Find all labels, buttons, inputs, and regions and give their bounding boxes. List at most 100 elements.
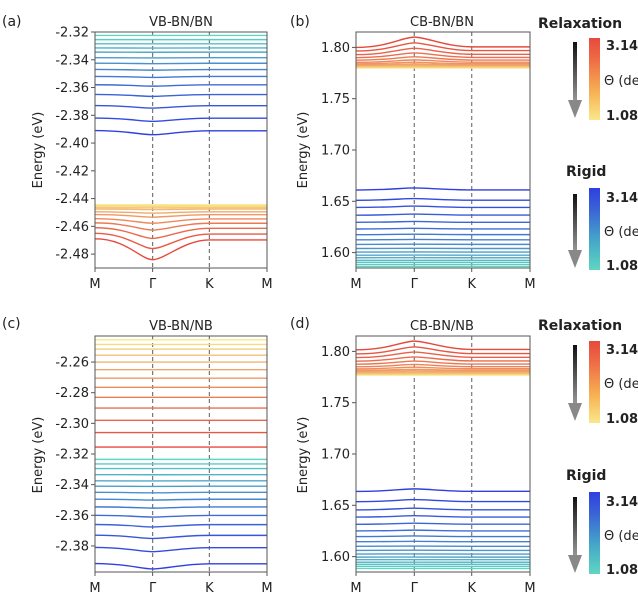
panel-c: (c) VB-BN/NB Energy (eV) -2.26 -2.28 -2.30… <box>2 316 273 596</box>
colorbar-rigid-top: Rigid 3.14 Θ (deg) 1.08 <box>566 164 638 274</box>
y-tick-label: -2.28 <box>55 386 89 401</box>
y-ticks: 1.80 1.75 1.70 1.65 1.60 <box>321 41 356 261</box>
panel-b: (b) CB-BN/BN Energy (eV) 1.80 1.75 1.70 1.6… <box>290 14 536 292</box>
x-tick-label: Γ <box>411 581 419 596</box>
panel-title: VB-BN/BN <box>149 15 213 30</box>
colorbar-relaxation-top: Relaxation 3.14 Θ (deg) 1.08 <box>538 16 638 124</box>
band-line <box>355 187 530 191</box>
x-tick-label: M <box>350 277 361 292</box>
down-arrow-icon <box>568 555 582 573</box>
colorbar-max: 3.14 <box>606 343 638 358</box>
band-line <box>94 84 267 87</box>
band-line <box>94 93 267 98</box>
colorbar-title: Rigid <box>566 468 606 484</box>
band-line <box>94 238 267 261</box>
panel-title: CB-BN/BN <box>410 15 474 30</box>
colorbar-min: 1.08 <box>606 412 638 427</box>
band-line <box>355 363 530 368</box>
y-tick-label: -2.30 <box>55 417 89 432</box>
panel-a: (a) VB-BN/BN Energy (eV) -2.32 -2.34 -2.36… <box>2 14 273 292</box>
band-line <box>355 227 530 230</box>
colorbar-gradient <box>589 38 600 120</box>
x-tick-label: K <box>205 277 214 292</box>
y-ticks: -2.32 -2.34 -2.36 -2.38 -2.40 -2.42 -2.44 -2.46… <box>55 26 95 263</box>
band-line <box>94 75 267 79</box>
band-line <box>94 562 267 570</box>
down-arrow-icon <box>568 403 582 421</box>
band-line <box>355 507 530 511</box>
down-arrow-icon <box>568 250 582 268</box>
y-tick-label: 1.80 <box>321 41 350 56</box>
colorbar-gradient <box>589 341 600 423</box>
y-tick-label: 1.70 <box>321 144 350 159</box>
colorbar-variable: Θ (deg) <box>604 529 638 544</box>
arrow-shaft <box>573 497 577 557</box>
colorbar-title: Relaxation <box>538 318 622 334</box>
y-ticks: 1.80 1.75 1.70 1.65 1.60 <box>321 345 356 565</box>
colorbar-min: 1.08 <box>606 259 638 274</box>
colorbar-relaxation-bottom: Relaxation 3.14 Θ (deg) 1.08 <box>538 318 638 427</box>
band-line <box>94 68 267 71</box>
y-tick-label: -2.32 <box>55 26 89 41</box>
band-line <box>355 522 530 525</box>
x-tick-label: M <box>89 581 100 596</box>
arrow-shaft <box>573 345 577 405</box>
plot-frame <box>94 31 268 269</box>
band-line <box>355 220 530 224</box>
band-line <box>355 346 530 355</box>
band-line <box>94 104 267 109</box>
colorbar-min: 1.08 <box>606 563 638 578</box>
band-line <box>355 42 530 52</box>
band-line <box>94 222 267 231</box>
band-line <box>94 491 267 494</box>
x-tick-label: M <box>350 581 361 596</box>
panel-label: (d) <box>290 316 310 332</box>
y-tick-label: -2.38 <box>55 539 89 554</box>
x-tick-label: M <box>261 277 272 292</box>
band-line <box>355 366 530 370</box>
y-tick-label: -2.36 <box>55 81 89 96</box>
y-tick-label: -2.40 <box>55 137 89 152</box>
band-line <box>355 351 530 359</box>
x-tick-label: M <box>524 277 535 292</box>
band-line <box>94 227 267 240</box>
y-tick-label: 1.60 <box>321 246 350 261</box>
y-tick-label: -2.34 <box>55 478 89 493</box>
y-tick-label: -2.34 <box>55 53 89 68</box>
colorbar-variable: Θ (deg) <box>604 377 638 392</box>
band-line <box>355 529 530 532</box>
band-line <box>355 233 530 236</box>
y-tick-label: -2.26 <box>55 356 89 371</box>
panel-d: (d) CB-BN/NB Energy (eV) 1.80 1.75 1.70 1.6… <box>290 316 536 596</box>
bands <box>94 32 267 268</box>
panel-label: (b) <box>290 14 310 30</box>
band-line <box>94 117 267 123</box>
y-axis-label: Energy (eV) <box>31 112 46 189</box>
panel-label: (a) <box>2 14 22 30</box>
y-tick-label: -2.42 <box>55 164 89 179</box>
y-tick-label: 1.80 <box>321 345 350 360</box>
y-tick-label: 1.75 <box>321 396 350 411</box>
x-tick-label: M <box>524 581 535 596</box>
band-line <box>355 205 530 209</box>
band-line <box>355 61 530 65</box>
panel-title: VB-BN/NB <box>149 319 213 334</box>
band-line <box>355 59 530 63</box>
colorbar-max: 3.14 <box>606 191 638 206</box>
y-axis-label: Energy (eV) <box>296 112 311 189</box>
colorbar-gradient <box>589 492 600 574</box>
y-axis-label: Energy (eV) <box>296 417 311 494</box>
arrow-shaft <box>573 194 577 252</box>
band-line <box>355 63 530 66</box>
y-tick-label: -2.32 <box>55 448 89 463</box>
y-tick-label: 1.60 <box>321 550 350 565</box>
y-axis-label: Energy (eV) <box>31 417 46 494</box>
band-line <box>94 506 267 509</box>
y-tick-label: -2.46 <box>55 220 89 235</box>
band-line <box>355 340 530 351</box>
x-tick-label: Γ <box>411 277 419 292</box>
